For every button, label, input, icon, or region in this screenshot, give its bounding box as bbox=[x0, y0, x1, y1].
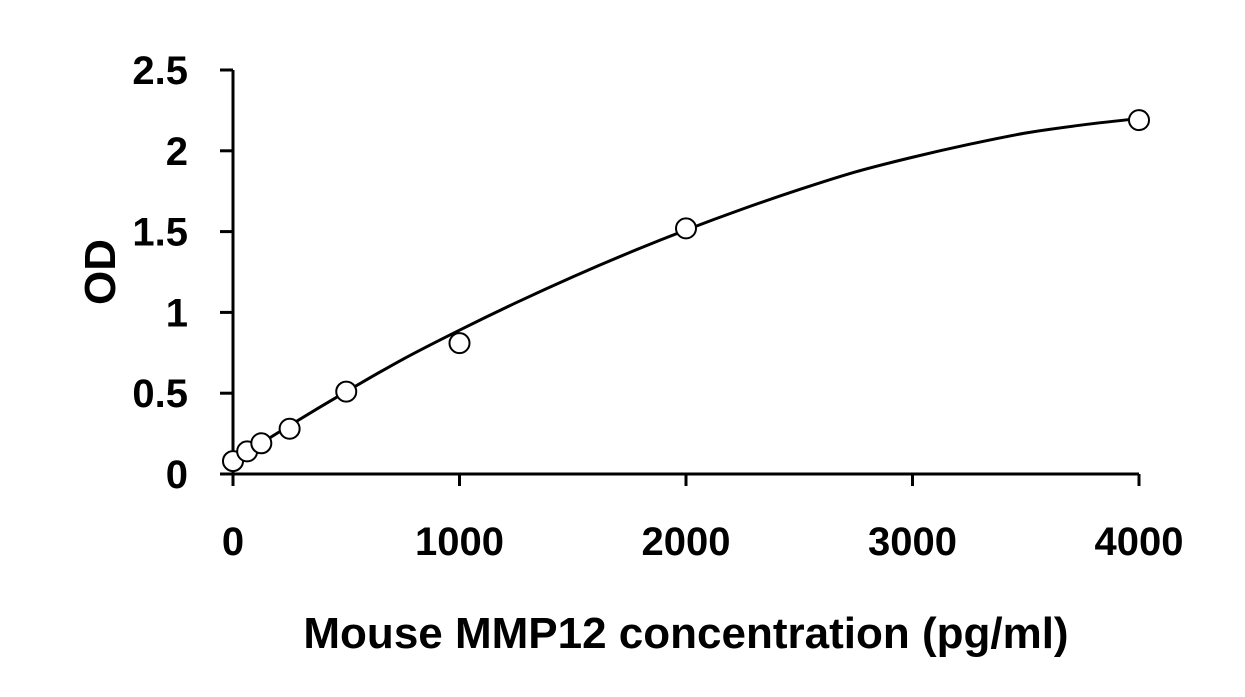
y-tick-label: 1 bbox=[166, 291, 188, 335]
x-axis-title: Mouse MMP12 concentration (pg/ml) bbox=[303, 609, 1068, 658]
data-point bbox=[675, 217, 697, 240]
x-tick-label: 1000 bbox=[415, 520, 504, 564]
x-axis: 0 1000 2000 3000 4000 bbox=[220, 472, 1184, 564]
fit-curve-group bbox=[232, 116, 1140, 463]
x-tick-label: 3000 bbox=[868, 520, 957, 564]
y-tick-label: 2.5 bbox=[132, 49, 188, 93]
x-tick-label: 4000 bbox=[1095, 520, 1184, 564]
y-tick-label: 0 bbox=[166, 453, 188, 497]
data-point bbox=[448, 332, 471, 355]
y-axis: 0 0.5 1 1.5 2 2.5 bbox=[132, 49, 235, 497]
fit-curve-line bbox=[232, 116, 1140, 463]
x-tick-label: 2000 bbox=[642, 520, 731, 564]
y-tick-label: 2 bbox=[166, 130, 188, 174]
data-point bbox=[335, 380, 358, 403]
data-point bbox=[250, 432, 273, 455]
data-points-group bbox=[222, 109, 1150, 473]
y-axis-title: OD bbox=[76, 239, 125, 305]
data-point bbox=[278, 417, 301, 440]
x-tick-label: 0 bbox=[222, 520, 244, 564]
y-tick-label: 1.5 bbox=[132, 211, 188, 255]
y-tick-label: 0.5 bbox=[132, 372, 188, 416]
data-point bbox=[1128, 109, 1150, 132]
